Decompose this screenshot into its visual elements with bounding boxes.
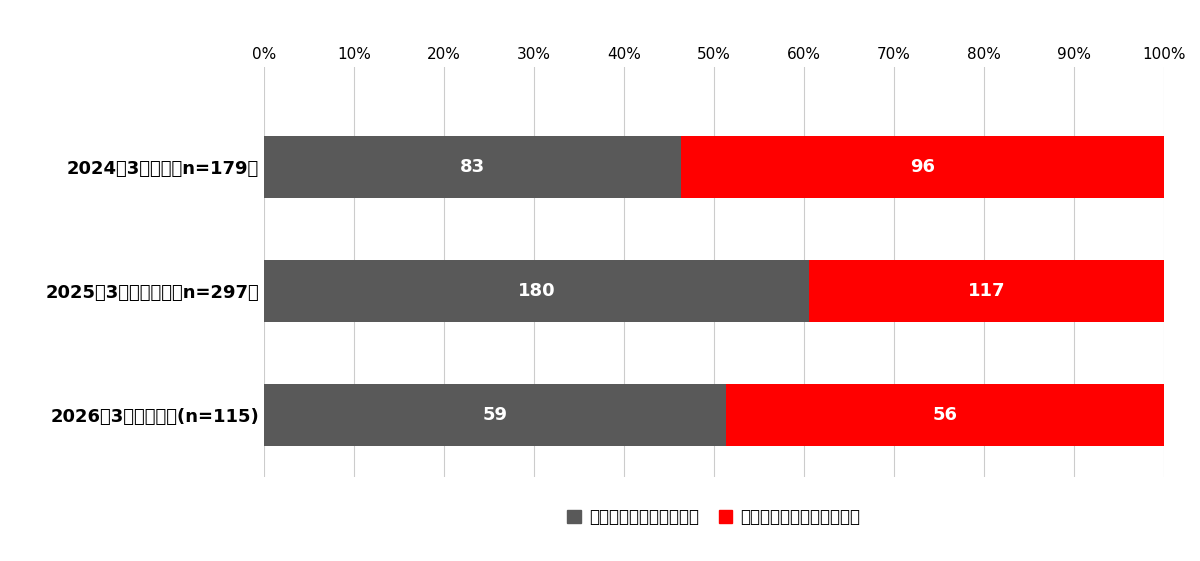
- Text: 56: 56: [932, 406, 958, 424]
- Bar: [264, 260, 810, 321]
- Bar: [264, 136, 682, 197]
- Text: 117: 117: [968, 282, 1006, 300]
- Bar: [682, 136, 1164, 197]
- Text: 180: 180: [518, 282, 556, 300]
- Text: 59: 59: [482, 406, 508, 424]
- Bar: [810, 260, 1164, 321]
- Bar: [264, 384, 726, 446]
- Legend: カンニングをしていない, 何らかのカンニングをした: カンニングをしていない, 何らかのカンニングをした: [560, 502, 868, 533]
- Text: 83: 83: [460, 158, 485, 176]
- Bar: [726, 384, 1164, 446]
- Text: 96: 96: [910, 158, 935, 176]
